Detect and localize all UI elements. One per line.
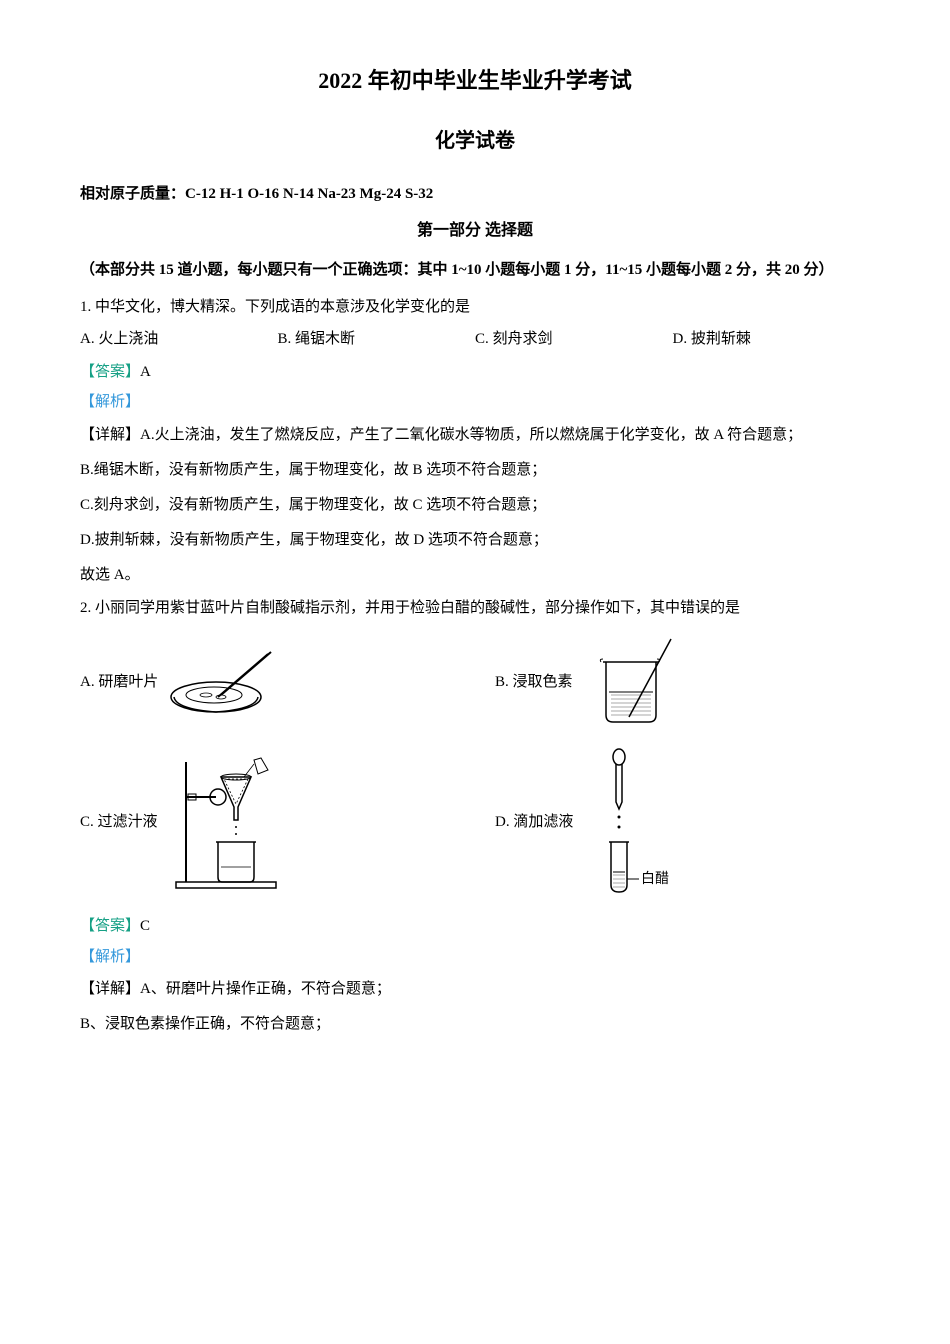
q1-conclusion: 故选 A。 bbox=[80, 559, 870, 592]
q1-analysis-label: 【解析】 bbox=[80, 388, 870, 417]
q1-option-c: C. 刻舟求剑 bbox=[475, 325, 673, 354]
filter-apparatus-icon bbox=[166, 752, 296, 892]
exam-title: 2022 年初中毕业生毕业升学考试 bbox=[80, 60, 870, 102]
q2-option-d: D. 滴加滤液 白醋 bbox=[495, 747, 870, 897]
q1-answer: 【答案】A bbox=[80, 358, 870, 387]
q2-opt-d-label: D. 滴加滤液 bbox=[495, 808, 573, 837]
dropper-tube-icon: 白醋 bbox=[581, 747, 701, 897]
q1-detail-c: C.刻舟求剑，没有新物质产生，属于物理变化，故 C 选项不符合题意； bbox=[80, 489, 870, 522]
vinegar-label: 白醋 bbox=[641, 871, 669, 887]
q2-opt-c-label: C. 过滤汁液 bbox=[80, 808, 158, 837]
q1-options: A. 火上浇油 B. 绳锯木断 C. 刻舟求剑 D. 披荆斩棘 bbox=[80, 325, 870, 354]
q2-answer-value: C bbox=[140, 918, 150, 934]
q2-detail-b: B、浸取色素操作正确，不符合题意； bbox=[80, 1008, 870, 1041]
q2-detail-a: A、研磨叶片操作正确，不符合题意； bbox=[140, 981, 391, 997]
q2-answer: 【答案】C bbox=[80, 912, 870, 941]
q1-answer-value: A bbox=[140, 364, 151, 380]
q2-option-c: C. 过滤汁液 bbox=[80, 747, 455, 897]
q1-detail-label: 【详解】 bbox=[80, 427, 140, 443]
q2-option-a: A. 研磨叶片 bbox=[80, 637, 455, 727]
section-heading: 第一部分 选择题 bbox=[80, 216, 870, 246]
q1-detail-d: D.披荆斩棘，没有新物质产生，属于物理变化，故 D 选项不符合题意； bbox=[80, 524, 870, 557]
exam-subtitle: 化学试卷 bbox=[80, 122, 870, 160]
q1-detail-b: B.绳锯木断，没有新物质产生，属于物理变化，故 B 选项不符合题意； bbox=[80, 454, 870, 487]
q1-text: 1. 中华文化，博大精深。下列成语的本意涉及化学变化的是 bbox=[80, 293, 870, 322]
q1-option-d: D. 披荆斩棘 bbox=[673, 325, 871, 354]
q1-option-a: A. 火上浇油 bbox=[80, 325, 278, 354]
q2-options: A. 研磨叶片 B. 浸取色素 C. 过滤汁液 bbox=[80, 637, 870, 897]
q2-analysis-label: 【解析】 bbox=[80, 943, 870, 972]
q2-opt-a-label: A. 研磨叶片 bbox=[80, 668, 158, 697]
q1-answer-label: 【答案】 bbox=[80, 364, 140, 380]
q1-detail: 【详解】A.火上浇油，发生了燃烧反应，产生了二氧化碳水等物质，所以燃烧属于化学变… bbox=[80, 419, 870, 452]
q2-text: 2. 小丽同学用紫甘蓝叶片自制酸碱指示剂，并用于检验白醋的酸碱性，部分操作如下，… bbox=[80, 594, 870, 623]
q1-detail-a: A.火上浇油，发生了燃烧反应，产生了二氧化碳水等物质，所以燃烧属于化学变化，故 … bbox=[140, 427, 802, 443]
instructions: （本部分共 15 道小题，每小题只有一个正确选项：其中 1~10 小题每小题 1… bbox=[80, 255, 870, 285]
q2-opt-b-label: B. 浸取色素 bbox=[495, 668, 573, 697]
q1-option-b: B. 绳锯木断 bbox=[278, 325, 476, 354]
mortar-pestle-icon bbox=[166, 647, 286, 717]
atomic-mass-info: 相对原子质量：C-12 H-1 O-16 N-14 Na-23 Mg-24 S-… bbox=[80, 180, 870, 209]
beaker-stir-icon bbox=[581, 637, 681, 727]
q2-detail-label: 【详解】 bbox=[80, 981, 140, 997]
q2-option-b: B. 浸取色素 bbox=[495, 637, 870, 727]
q2-answer-label: 【答案】 bbox=[80, 918, 140, 934]
q2-detail: 【详解】A、研磨叶片操作正确，不符合题意； bbox=[80, 973, 870, 1006]
